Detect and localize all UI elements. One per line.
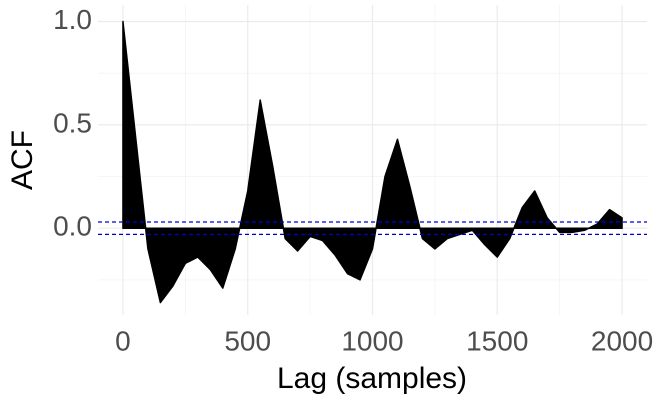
x-tick-label: 1500 xyxy=(466,325,528,356)
y-tick-label: 1.0 xyxy=(53,4,92,35)
x-tick-label: 0 xyxy=(115,325,131,356)
y-axis-label: ACF xyxy=(6,130,39,190)
x-axis-label: Lag (samples) xyxy=(277,362,467,395)
y-tick-label: 0.0 xyxy=(53,211,92,242)
acf-area xyxy=(122,20,623,304)
x-tick-label: 500 xyxy=(224,325,271,356)
y-tick-label: 0.5 xyxy=(53,107,92,138)
x-tick-label: 2000 xyxy=(591,325,653,356)
x-tick-label: 1000 xyxy=(341,325,403,356)
